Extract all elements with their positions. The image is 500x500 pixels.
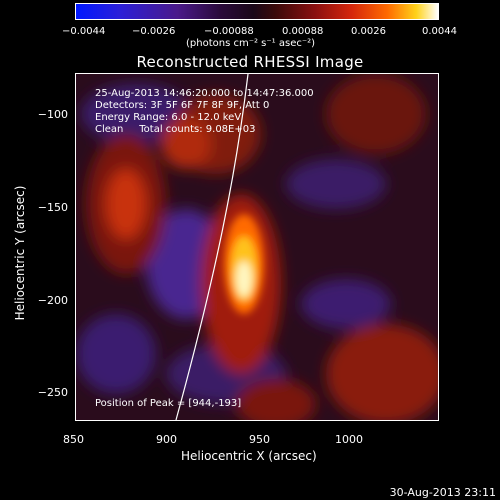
plot-timestamp: 30-Aug-2013 23:11 xyxy=(389,486,496,499)
colorbar-unit-label: (photons cm⁻² s⁻¹ asec⁻²) xyxy=(186,38,316,49)
colorbar-tick-label: −0.0044 xyxy=(62,26,106,37)
rhessi-image xyxy=(76,74,438,420)
colorbar-tick-label: 0.0044 xyxy=(422,26,457,37)
x-axis-label: Heliocentric X (arcsec) xyxy=(181,449,317,463)
clean-counts-text: Clean Total counts: 9.08E+03 xyxy=(95,124,256,135)
energy-range-text: Energy Range: 6.0 - 12.0 keV xyxy=(95,112,242,123)
colorbar-tick-label: −0.0026 xyxy=(132,26,176,37)
colorbar xyxy=(75,3,439,20)
peak-position-text: Position of Peak = [944,-193] xyxy=(95,398,242,409)
y-tick-label: −150 xyxy=(37,201,68,214)
y-tick-label: −100 xyxy=(37,108,68,121)
x-tick-label: 850 xyxy=(63,433,84,446)
colorbar-tick-label: −0.00088 xyxy=(204,26,254,37)
x-tick-label: 900 xyxy=(156,433,177,446)
colorbar-tick-label: 0.00088 xyxy=(282,26,324,37)
image-plot-area xyxy=(75,73,439,421)
y-tick-label: −250 xyxy=(37,386,68,399)
x-tick-label: 1000 xyxy=(335,433,363,446)
x-tick-label: 950 xyxy=(249,433,270,446)
solar-limb-line xyxy=(175,74,249,420)
y-tick-label: −200 xyxy=(37,294,68,307)
time-range-text: 25-Aug-2013 14:46:20.000 to 14:47:36.000 xyxy=(95,88,314,99)
y-axis-label: Heliocentric Y (arcsec) xyxy=(13,185,27,321)
detectors-text: Detectors: 3F 5F 6F 7F 8F 9F, Att 0 xyxy=(95,100,270,111)
plot-title: Reconstructed RHESSI Image xyxy=(136,53,364,71)
colorbar-tick-label: 0.0026 xyxy=(351,26,386,37)
